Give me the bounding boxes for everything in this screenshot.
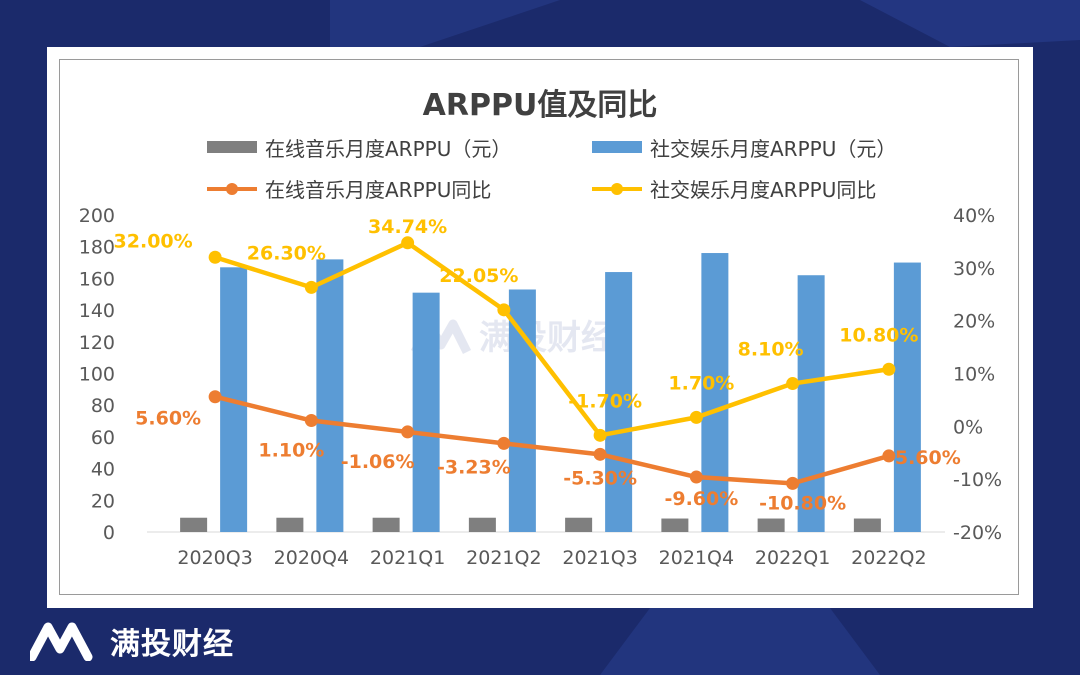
point-social-2021Q3: [593, 428, 607, 442]
bar-music-2021Q4: [661, 518, 689, 532]
bar-music-2021Q2: [468, 517, 496, 532]
watermark-text: 满投财经: [479, 318, 615, 358]
point-music-2021Q4: [689, 470, 703, 484]
y-left-tick: 40: [91, 459, 115, 481]
y-left-tick: 60: [91, 427, 115, 449]
legend-swatch-1: [592, 141, 642, 153]
y-right-tick: -20%: [953, 522, 1002, 544]
legend-label-0: 在线音乐月度ARPPU（元）: [265, 137, 511, 161]
y-left-tick: 100: [79, 364, 115, 386]
chart-frame: [59, 59, 1019, 595]
x-tick-label: 2020Q4: [274, 547, 349, 569]
legend-marker-3: [611, 183, 623, 195]
bar-music-2020Q3: [180, 517, 208, 532]
point-music-2020Q3: [208, 390, 222, 404]
data-label-music-2021Q1: -1.06%: [341, 451, 415, 473]
x-tick-label: 2022Q1: [755, 547, 830, 569]
line-music: [214, 394, 890, 486]
legend-label-1: 社交娱乐月度ARPPU（元）: [650, 137, 896, 161]
legend-marker-2: [226, 183, 238, 195]
brand-m-icon: [30, 622, 93, 661]
y-left-tick: 180: [79, 237, 115, 259]
bar-music-2021Q1: [372, 517, 400, 532]
point-music-2021Q2: [497, 436, 511, 450]
data-label-social-2020Q4: 26.30%: [247, 242, 326, 264]
y-right-tick: 40%: [953, 205, 995, 227]
point-social-2022Q2: [882, 362, 896, 376]
y-left-tick: 80: [91, 395, 115, 417]
data-label-social-2020Q3: 32.00%: [114, 230, 193, 252]
chart-title: ARPPU值及同比: [423, 88, 658, 123]
data-label-music-2021Q2: -3.23%: [437, 456, 511, 478]
point-music-2021Q3: [593, 447, 607, 461]
watermark: 满投财经: [410, 318, 615, 358]
data-label-music-2022Q1: -10.80%: [759, 492, 846, 514]
y-right-tick: 30%: [953, 258, 995, 280]
bar-social-2020Q4: [316, 259, 344, 532]
bar-social-2021Q3: [605, 272, 633, 532]
data-label-social-2021Q2: 22.05%: [439, 265, 518, 287]
data-label-music-2020Q3: 5.60%: [135, 408, 201, 430]
legend-label-3: 社交娱乐月度ARPPU同比: [650, 178, 876, 202]
y-right-tick: 0%: [953, 416, 983, 438]
bar-music-2022Q1: [757, 518, 785, 532]
bar-social-2021Q1: [412, 292, 440, 532]
bar-social-2022Q2: [893, 262, 921, 532]
data-label-music-2021Q3: -5.30%: [563, 467, 637, 489]
data-label-music-2021Q4: -9.60%: [664, 488, 738, 510]
data-label-music-2020Q4: 1.10%: [258, 440, 324, 462]
legend-label-2: 在线音乐月度ARPPU同比: [265, 178, 491, 202]
line-social: [214, 240, 890, 438]
bar-social-2021Q2: [508, 289, 536, 532]
y-left-tick: 20: [91, 490, 115, 512]
bar-music-2022Q2: [853, 518, 881, 532]
x-tick-label: 2021Q3: [562, 547, 637, 569]
point-social-2021Q4: [689, 410, 703, 424]
point-music-2021Q1: [401, 425, 415, 439]
point-social-2022Q1: [786, 377, 800, 391]
bar-music-2021Q3: [565, 517, 593, 532]
y-right-tick: 20%: [953, 311, 995, 333]
y-left-tick: 120: [79, 332, 115, 354]
point-social-2021Q2: [497, 303, 511, 317]
point-social-2020Q4: [304, 280, 318, 294]
bar-social-2021Q4: [701, 253, 729, 533]
point-music-2022Q1: [786, 476, 800, 490]
y-left-tick: 140: [79, 300, 115, 322]
x-tick-label: 2022Q2: [851, 547, 926, 569]
x-tick-label: 2021Q1: [370, 547, 445, 569]
x-tick-label: 2021Q4: [659, 547, 734, 569]
y-right-tick: 10%: [953, 364, 995, 386]
y-right-tick: -10%: [953, 469, 1002, 491]
data-label-social-2021Q3: -1.70%: [568, 390, 642, 412]
bar-music-2020Q4: [276, 517, 304, 532]
point-music-2022Q2: [882, 449, 896, 463]
y-left-tick: 0: [103, 522, 115, 544]
point-music-2020Q4: [304, 414, 318, 428]
brand-name: 满投财经: [110, 627, 234, 662]
point-social-2021Q1: [401, 236, 415, 250]
data-label-social-2022Q1: 8.10%: [738, 339, 804, 361]
data-label-social-2022Q2: 10.80%: [839, 324, 918, 346]
data-label-music-2022Q2: -5.60%: [887, 447, 961, 469]
x-tick-label: 2021Q2: [466, 547, 541, 569]
x-tick-label: 2020Q3: [177, 547, 252, 569]
brand-logo: 满投财经: [30, 618, 234, 664]
data-label-social-2021Q4: 1.70%: [668, 372, 734, 394]
data-label-social-2021Q1: 34.74%: [368, 216, 447, 238]
y-left-tick: 200: [79, 205, 115, 227]
legend-swatch-0: [207, 141, 257, 153]
bar-social-2022Q1: [797, 275, 825, 532]
chart-card: ARPPU值及同比满投财经 在线音乐月度ARPPU（元） 社交娱乐月度ARPPU（元…: [47, 47, 1033, 608]
y-left-tick: 160: [79, 268, 115, 290]
point-social-2020Q3: [208, 250, 222, 264]
